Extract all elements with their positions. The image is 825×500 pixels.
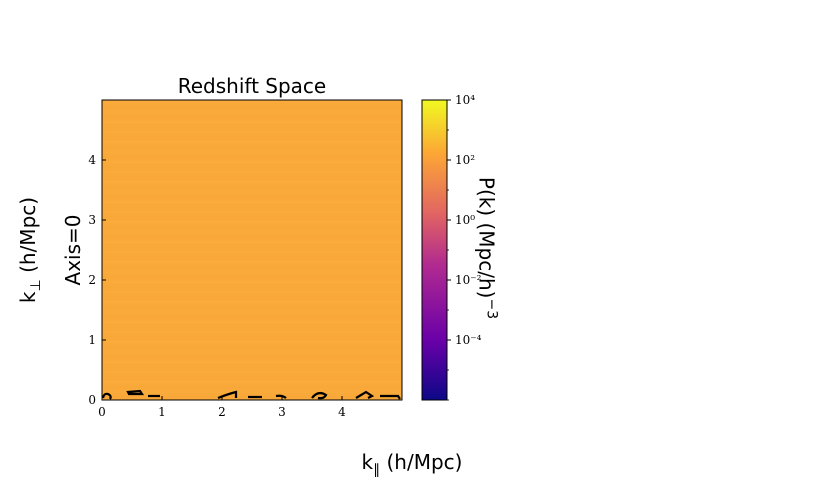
x-tick-label: 4 <box>338 405 346 419</box>
heatmap-streak <box>102 156 402 158</box>
heatmap-streak <box>102 241 402 243</box>
x-tick-label: 0 <box>98 405 106 419</box>
heatmap-streak <box>102 296 402 298</box>
heatmap-streak <box>102 331 402 333</box>
colorbar-tick-label: 10² <box>455 153 475 167</box>
contour-line <box>311 391 328 400</box>
heatmap-streak <box>102 216 402 218</box>
heatmap-streak <box>102 141 402 143</box>
heatmap-streak <box>102 326 402 328</box>
heatmap-streak <box>102 311 402 313</box>
x-tick-label: 1 <box>158 405 166 419</box>
heatmap-streak <box>102 236 402 238</box>
heatmap-streak <box>102 351 402 353</box>
heatmap-streak <box>102 291 402 293</box>
heatmap-streak <box>102 146 402 148</box>
heatmap-streak <box>102 116 402 118</box>
heatmap-streak <box>102 281 402 283</box>
colorbar-tick-label: 10⁰ <box>455 213 475 227</box>
heatmap-streak <box>102 171 402 173</box>
heatmap-streak <box>102 201 402 203</box>
heatmap-streak <box>102 161 402 163</box>
heatmap-streak <box>102 336 402 338</box>
heatmap-streak <box>102 286 402 288</box>
heatmap-streak <box>102 246 402 248</box>
y-axis-label: k⊥ (h/Mpc) <box>16 196 44 304</box>
heatmap-streak <box>102 276 402 278</box>
heatmap-streak <box>102 221 402 223</box>
heatmap-streak <box>102 211 402 213</box>
contour-line <box>101 392 112 400</box>
heatmap-streak <box>102 266 402 268</box>
heatmap-streak <box>102 306 402 308</box>
heatmap-streak <box>102 361 402 363</box>
x-axis-label: k∥ (h/Mpc) <box>361 450 463 478</box>
heatmap-streak <box>102 176 402 178</box>
heatmap-streak <box>102 231 402 233</box>
heatmap-streak <box>102 136 402 138</box>
y-tick-label: 4 <box>88 153 96 167</box>
row-label: Axis=0 <box>61 214 85 286</box>
heatmap-streak <box>102 251 402 253</box>
heatmap-streak <box>102 256 402 258</box>
heatmap-streak <box>102 181 402 183</box>
heatmap-streak <box>102 226 402 228</box>
contour-line <box>126 389 145 396</box>
heatmap-streak <box>102 271 402 273</box>
colorbar <box>421 99 448 401</box>
heatmap-streak <box>102 316 402 318</box>
heatmap-streak <box>102 341 402 343</box>
plot-frame <box>101 99 403 401</box>
heatmap-streak <box>102 301 402 303</box>
heatmap-streak <box>102 381 402 383</box>
colorbar-tick-label: 10⁻² <box>455 273 482 287</box>
heatmap-streak <box>102 386 402 388</box>
contour-line <box>355 390 375 399</box>
y-tick-label: 2 <box>88 273 96 287</box>
heatmap-streak <box>102 191 402 193</box>
heatmap-streak <box>102 356 402 358</box>
heatmap-streak <box>102 261 402 263</box>
heatmap-streak <box>102 321 402 323</box>
heatmap-streak <box>102 126 402 128</box>
heatmap-streak <box>102 196 402 198</box>
x-tick-label: 2 <box>218 405 226 419</box>
colorbar-tick-label: 10⁴ <box>455 93 475 107</box>
heatmap-streak <box>102 131 402 133</box>
heatmap-streak <box>102 366 402 368</box>
heatmap-streak <box>102 186 402 188</box>
contour-line <box>380 394 401 400</box>
contour-line <box>217 390 238 400</box>
y-tick-label: 0 <box>88 393 96 407</box>
x-tick-label: 3 <box>278 405 286 419</box>
heatmap-streak <box>102 121 402 123</box>
heatmap-streak <box>102 346 402 348</box>
heatmap-field <box>102 100 402 400</box>
heatmap-streak <box>102 101 402 103</box>
heatmap-streak <box>102 206 402 208</box>
chart-title: Redshift Space <box>177 74 327 98</box>
y-tick-label: 1 <box>88 333 96 347</box>
heatmap-streak <box>102 391 402 393</box>
heatmap-streak <box>102 166 402 168</box>
colorbar-label: P(k) (Mpc/h)−3 <box>474 176 500 320</box>
colorbar-tick-label: 10⁻⁴ <box>455 333 482 347</box>
heatmap-streak <box>102 106 402 108</box>
heatmap-streak <box>102 151 402 153</box>
y-tick-label: 3 <box>88 213 96 227</box>
heatmap-streak <box>102 376 402 378</box>
heatmap-streak <box>102 371 402 373</box>
heatmap-streak <box>102 111 402 113</box>
